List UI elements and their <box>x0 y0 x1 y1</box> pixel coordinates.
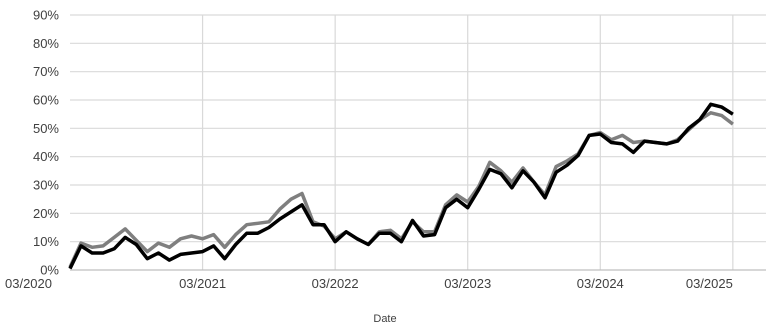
series-lines <box>68 102 734 270</box>
y-tick-label: 30% <box>33 178 59 193</box>
y-tick-label: 90% <box>33 8 59 23</box>
x-tick-label: 03/2023 <box>444 276 491 291</box>
x-tick-label: 03/2022 <box>312 276 359 291</box>
x-tick-label: 03/2021 <box>179 276 226 291</box>
gridlines <box>70 14 766 271</box>
series-line-2 <box>68 102 734 270</box>
y-tick-label: 40% <box>33 149 59 164</box>
x-axis-ticks: 03/2020 03/2021 03/2022 03/2023 03/2024 03/20… <box>5 276 733 291</box>
x-tick-label: 03/2020 <box>5 276 52 291</box>
y-tick-label: 0% <box>40 263 59 278</box>
y-tick-label: 70% <box>33 64 59 79</box>
y-tick-label: 50% <box>33 121 59 136</box>
x-tick-label: 03/2024 <box>577 276 624 291</box>
x-axis-label: Date <box>373 313 396 325</box>
y-tick-label: 10% <box>33 234 59 249</box>
y-tick-label: 20% <box>33 206 59 221</box>
y-tick-label: 60% <box>33 93 59 108</box>
x-tick-label: 03/2025 <box>686 276 733 291</box>
y-tick-label: 80% <box>33 36 59 51</box>
y-axis-ticks: 0% 10% 20% 30% 40% 50% 60% 70% 80% 90% <box>33 8 59 278</box>
series-line-1 <box>68 111 734 268</box>
